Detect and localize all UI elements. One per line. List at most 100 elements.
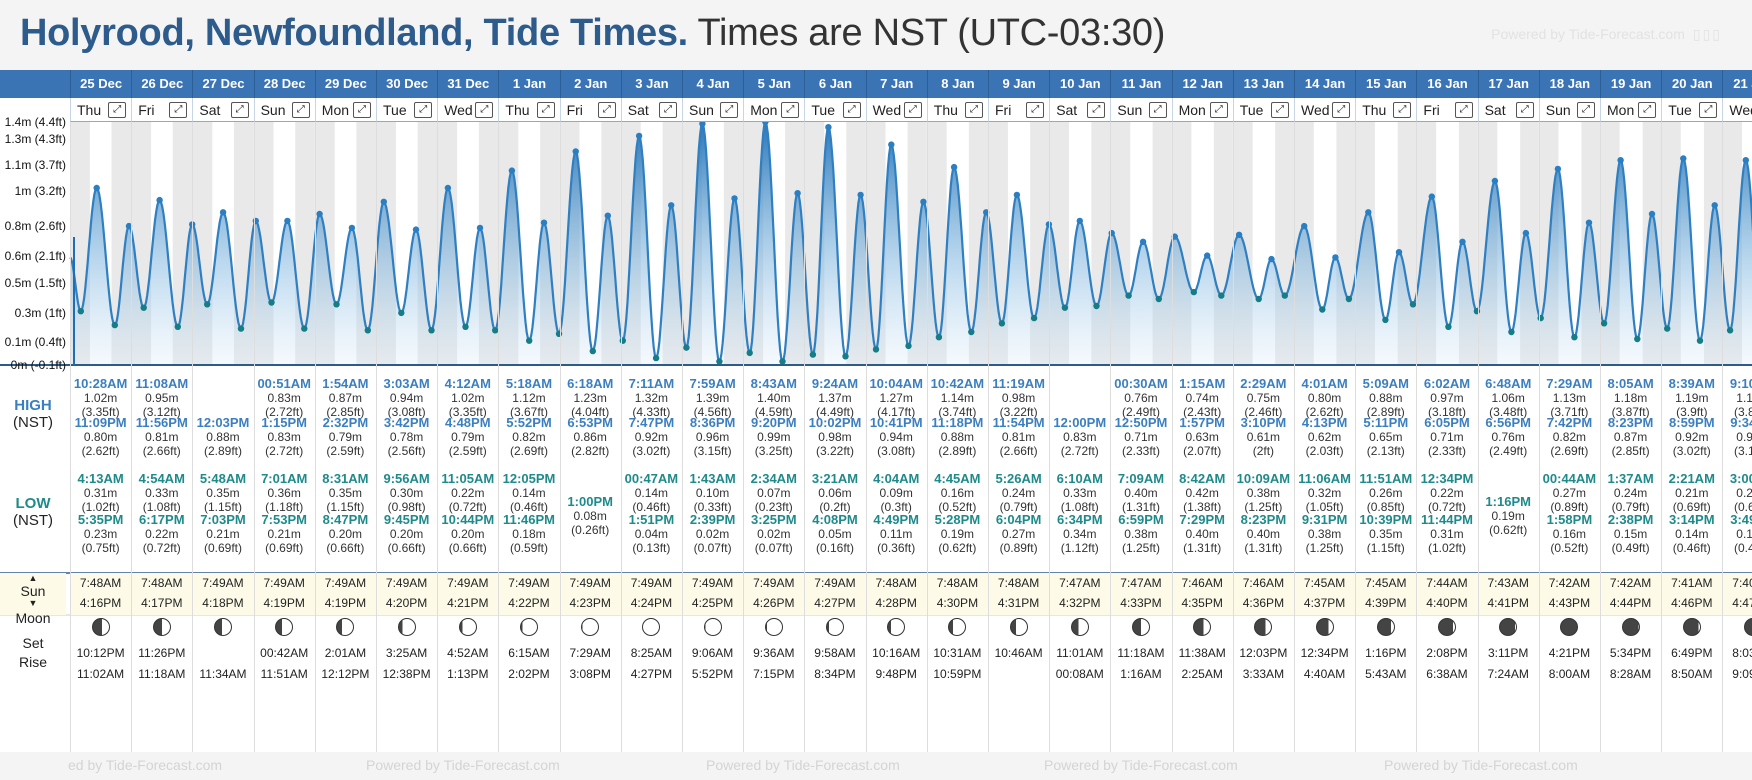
low-tide-time: 7:53PM — [261, 512, 307, 527]
expand-icon[interactable]: ⤢ — [291, 102, 310, 118]
moonrise-time: 8:28AM — [1609, 667, 1652, 681]
sunset-time: 4:47PM — [1732, 596, 1752, 610]
expand-icon[interactable]: ⤢ — [169, 102, 188, 118]
high-tide-entry: 6:56PM 0.76m (2.49ft) — [1478, 416, 1539, 459]
high-tide-entry: 6:48AM 1.06m (3.48ft) — [1478, 377, 1539, 420]
expand-icon[interactable]: ⤢ — [1454, 102, 1473, 118]
moonrise-time: 6:38AM — [1426, 667, 1468, 681]
high-tide-height-m: 0.92m — [634, 430, 669, 444]
sun-times: 7:48AM 4:28PM — [865, 573, 927, 615]
expand-icon[interactable]: ⤢ — [1148, 102, 1167, 118]
high-tide-height-ft: (2.72ft) — [1060, 444, 1099, 458]
high-tide-entry: 4:48PM 0.79m (2.59ft) — [437, 416, 498, 459]
weekday-cell: Thu ⤢ — [498, 98, 560, 122]
expand-icon[interactable]: ⤢ — [536, 102, 555, 118]
day-column: 26 Dec Fri ⤢ 11:08AM 0.95m (3.12ft) 11:56PM 0.8… — [131, 70, 193, 752]
high-tide-point — [1301, 222, 1308, 230]
expand-icon[interactable]: ⤢ — [1087, 102, 1106, 118]
low-tide-height-ft: (1.38ft) — [1183, 500, 1222, 514]
sunrise-time: 7:49AM — [753, 576, 795, 590]
high-tide-height-m: 0.88m — [940, 430, 975, 444]
high-tide-point — [1680, 155, 1687, 162]
moon-phase-icon — [519, 618, 538, 636]
date-header: 16 Jan — [1416, 70, 1478, 98]
weekday-label: Mon — [750, 102, 778, 118]
high-tide-height-m: 0.95m — [1736, 430, 1752, 444]
high-tide-entry: 7:42PM 0.82m (2.69ft) — [1539, 416, 1600, 459]
moonrise-time: 3:08PM — [569, 667, 611, 681]
high-tide-height-m: 0.96m — [695, 430, 730, 444]
expand-icon[interactable]: ⤢ — [964, 102, 983, 118]
sunset-time: 4:40PM — [1426, 596, 1468, 610]
low-tide-time: 8:47PM — [322, 512, 369, 527]
tide-chart — [0, 118, 1752, 616]
low-tide-point — [1600, 320, 1608, 327]
high-tide-point — [189, 221, 196, 228]
expand-icon[interactable]: ⤢ — [720, 102, 739, 118]
expand-icon[interactable]: ⤢ — [842, 102, 861, 118]
expand-icon[interactable]: ⤢ — [1638, 102, 1657, 118]
moon-phase-icon — [152, 618, 171, 636]
high-tide-height-ft: (2.82ft) — [571, 444, 610, 458]
moonset-time: 9:36AM — [753, 646, 795, 660]
moonrise-time: 8:34PM — [814, 667, 856, 681]
expand-icon[interactable]: ⤢ — [414, 102, 433, 118]
low-tide-height-m: 0.27m — [1552, 486, 1587, 500]
high-tide-height-ft: (2.66ft) — [999, 444, 1038, 458]
sun-times: 7:48AM 4:31PM — [988, 573, 1050, 615]
expand-icon[interactable]: ⤢ — [1270, 102, 1289, 118]
weekday-label: Wed — [1729, 102, 1752, 118]
high-tide-height-m: 0.76m — [1491, 430, 1525, 444]
low-tide-height-m: 0.19m — [1491, 509, 1525, 523]
high-tide-entry: 11:09PM 0.80m (2.62ft) — [70, 416, 131, 459]
low-tide-height-m: 0.38m — [1307, 527, 1342, 541]
expand-icon[interactable]: ⤢ — [903, 102, 922, 118]
high-tide-height-ft: (3.22ft) — [815, 444, 854, 458]
expand-icon[interactable]: ⤢ — [1576, 102, 1595, 118]
low-tide-point — [998, 320, 1006, 327]
expand-icon[interactable]: ⤢ — [1209, 102, 1228, 118]
weekday-cell: Thu ⤢ — [1355, 98, 1417, 122]
expand-icon[interactable]: ⤢ — [1699, 102, 1718, 118]
high-tide-height-ft: (3.67ft) — [509, 405, 548, 419]
high-tide-entry: 00:51AM 0.83m (2.72ft) — [254, 377, 315, 420]
low-tide-entry: 6:34PM 0.34m (1.12ft) — [1049, 513, 1110, 556]
weekday-cell: Sun ⤢ — [682, 98, 744, 122]
date-header: 21 Jan — [1722, 70, 1752, 98]
sun-times: 7:42AM 4:43PM — [1538, 573, 1600, 615]
powered-by-marks: ▯▯▯ — [1692, 26, 1722, 42]
low-tide-entry: 3:00AM0.20m(0.66ft) — [1722, 472, 1752, 515]
expand-icon[interactable]: ⤢ — [781, 102, 800, 118]
sun-times: 7:47AM 4:32PM — [1049, 573, 1111, 615]
high-tide-height-ft: (3.02ft) — [1672, 444, 1711, 458]
expand-icon[interactable]: ⤢ — [475, 102, 494, 118]
sun-times: 7:44AM 4:40PM — [1416, 573, 1478, 615]
expand-icon[interactable]: ⤢ — [108, 102, 127, 118]
moonrise-time: 2:02PM — [508, 667, 550, 681]
low-tide-point — [589, 347, 596, 355]
low-tide-height-m: 0.22m — [145, 527, 179, 541]
expand-icon[interactable]: ⤢ — [230, 102, 249, 118]
expand-icon[interactable]: ⤢ — [597, 102, 616, 118]
high-tide-height-ft: (2ft) — [1252, 444, 1275, 458]
column-divider — [70, 122, 71, 752]
column-divider — [1049, 122, 1051, 752]
day-column: 7 Jan Wed ⤢ 10:04AM 1.27m (4.17ft) 10:41PM 0.94… — [865, 70, 927, 752]
expand-icon[interactable]: ⤢ — [1393, 102, 1412, 118]
moonset-label: Set — [22, 635, 44, 651]
title-timezone: Times are NST (UTC-03:30) — [697, 12, 1166, 54]
high-tide-height-ft: (2.03ft) — [1305, 444, 1344, 458]
low-tide-time: 1:58PM — [1546, 512, 1593, 527]
column-divider — [865, 122, 867, 752]
high-tide-entry: 8:23PM 0.87m (2.85ft) — [1600, 416, 1661, 459]
powered-by-link[interactable]: Powered by Tide-Forecast.com ▯▯▯ — [1491, 26, 1722, 43]
high-tide-time: 3:03AM — [383, 376, 430, 391]
expand-icon[interactable]: ⤢ — [1515, 102, 1534, 118]
low-tide-entry: 2:39PM 0.02m (0.07ft) — [682, 513, 743, 556]
high-tide-height-ft: (3.15ft) — [693, 444, 732, 458]
expand-icon[interactable]: ⤢ — [352, 102, 371, 118]
expand-icon[interactable]: ⤢ — [1026, 102, 1045, 118]
expand-icon[interactable]: ⤢ — [658, 102, 677, 118]
moonrise-time: 8:00AM — [1548, 667, 1591, 681]
expand-icon[interactable]: ⤢ — [1332, 102, 1351, 118]
